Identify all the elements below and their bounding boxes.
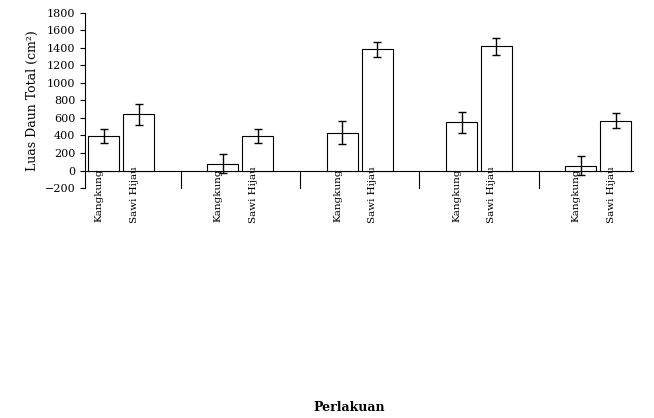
Text: Sawi Hijau: Sawi Hijau bbox=[487, 167, 496, 223]
Bar bbox=[123, 115, 154, 171]
Text: Kangkung: Kangkung bbox=[214, 168, 223, 222]
Text: Kangkung: Kangkung bbox=[572, 168, 581, 222]
Bar bbox=[243, 136, 273, 171]
Text: Perlakuan: Perlakuan bbox=[314, 401, 385, 414]
Text: Sawi Hijau: Sawi Hijau bbox=[129, 167, 139, 223]
Bar bbox=[565, 166, 596, 171]
Text: Sawi Hijau: Sawi Hijau bbox=[607, 167, 616, 223]
Bar bbox=[600, 120, 631, 171]
Bar bbox=[446, 122, 477, 171]
Y-axis label: Luas Daun Total (cm²): Luas Daun Total (cm²) bbox=[26, 30, 39, 171]
Text: Kangkung: Kangkung bbox=[453, 168, 462, 222]
Bar bbox=[88, 136, 119, 171]
Text: Kangkung: Kangkung bbox=[334, 168, 342, 222]
Bar bbox=[327, 133, 358, 171]
Text: Sawi Hijau: Sawi Hijau bbox=[249, 167, 258, 223]
Bar bbox=[481, 46, 512, 171]
Text: Kangkung: Kangkung bbox=[95, 168, 103, 222]
Bar bbox=[362, 49, 392, 171]
Text: Sawi Hijau: Sawi Hijau bbox=[368, 167, 377, 223]
Bar bbox=[207, 163, 239, 171]
